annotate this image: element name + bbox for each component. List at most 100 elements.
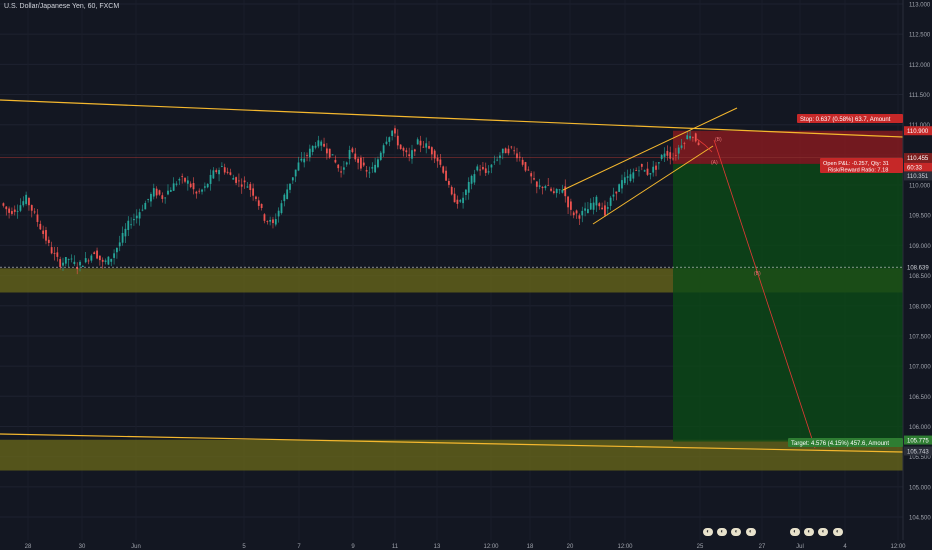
candle-body — [107, 256, 110, 265]
candle-body — [490, 164, 493, 168]
candle-body — [22, 201, 25, 206]
candle-body — [172, 183, 175, 191]
x-tick-label: 13 — [434, 544, 441, 550]
candle-body — [447, 180, 450, 185]
candle-body — [220, 166, 223, 167]
candle-body — [277, 210, 280, 217]
candle-body — [101, 259, 104, 262]
candle-body — [28, 197, 30, 206]
x-tick-label: 30 — [79, 544, 86, 550]
y-tick-label: 112.000 — [909, 63, 931, 69]
candle-body — [592, 202, 595, 210]
candle-body — [303, 158, 306, 163]
candle-body — [343, 167, 345, 170]
candle-body — [178, 179, 181, 181]
candle-body — [297, 162, 300, 171]
trade-labels: (B) (A) (B) Stop: 0.637 (0.58%) 63.7, Amoun… — [711, 114, 903, 447]
candle-body — [340, 171, 342, 173]
flag-icon[interactable]: ◐ — [789, 528, 800, 536]
candle-body — [175, 183, 178, 185]
candle-body — [666, 150, 669, 156]
candle-body — [195, 191, 198, 194]
symbol-title: U.S. Dollar/Japanese Yen, 60, FXCM — [4, 3, 120, 10]
candle-body — [255, 196, 257, 199]
candle-body — [96, 250, 98, 259]
candle-body — [533, 178, 535, 180]
candle-body — [53, 253, 56, 254]
candle-body — [374, 164, 377, 173]
candle-body — [606, 207, 609, 209]
candle-body — [578, 215, 581, 219]
candle-body — [294, 169, 297, 177]
candle-body — [150, 193, 152, 202]
candle-body — [433, 150, 436, 159]
flag-icon[interactable]: ◐ — [703, 528, 713, 536]
stop-label-bg — [797, 114, 903, 123]
candle-body — [371, 167, 374, 169]
candle-body — [90, 255, 93, 261]
flag-icon[interactable]: ◐ — [818, 528, 829, 536]
candle-body — [11, 211, 13, 214]
y-tick-label: 112.500 — [909, 33, 931, 39]
wave-label: (B) — [754, 271, 761, 277]
candle-body — [25, 194, 28, 204]
candle-body — [104, 260, 107, 262]
candle-body — [229, 172, 232, 175]
flag-icon[interactable]: ◐ — [745, 528, 756, 536]
y-tick-label: 106.500 — [909, 395, 931, 401]
y-tick-label: 104.500 — [909, 516, 931, 522]
candle-body — [232, 178, 235, 180]
candle-body — [357, 158, 359, 163]
entry-badge: 110.455 — [907, 156, 929, 162]
candle-body — [541, 186, 544, 189]
stop-badge-bg — [904, 126, 932, 136]
flag-icon[interactable]: ◐ — [717, 528, 728, 536]
candle-body — [496, 159, 499, 161]
candle-body — [215, 170, 218, 173]
candle-body — [555, 188, 558, 194]
candle-body — [484, 168, 487, 173]
flag-icon[interactable]: ◐ — [832, 528, 843, 536]
candle-body — [144, 202, 147, 210]
x-tick-label: 5 — [242, 544, 246, 550]
flag-icon[interactable]: ◐ — [804, 528, 815, 536]
flag-icon[interactable]: ◐ — [731, 528, 742, 536]
candle-body — [589, 203, 592, 210]
marker-badge: 60:33 — [907, 165, 923, 171]
wedge-upper — [562, 107, 738, 191]
candle-body — [56, 252, 59, 257]
y-tick-label: 109.500 — [909, 214, 931, 220]
candle-body — [164, 197, 167, 199]
candle-body — [286, 189, 289, 199]
candle-body — [428, 146, 430, 149]
candle-body — [618, 184, 621, 192]
candle-body — [575, 210, 578, 214]
candle-body — [672, 158, 674, 160]
candle-body — [473, 174, 476, 183]
candle-body — [476, 166, 479, 171]
candle-body — [493, 161, 496, 163]
candle-body — [362, 162, 365, 166]
candle-body — [226, 171, 229, 173]
y-tick-label: 111.000 — [909, 123, 930, 129]
candle-body — [479, 169, 482, 171]
candle-body — [686, 135, 689, 140]
y-tick-label: 106.000 — [909, 425, 931, 431]
candle-body — [680, 145, 683, 148]
candle-body — [39, 223, 42, 230]
x-tick-label: 12:00 — [483, 544, 499, 550]
candle-body — [450, 186, 453, 195]
candle-body — [632, 172, 635, 179]
y-tick-label: 107.500 — [909, 334, 931, 340]
candle-body — [50, 247, 53, 254]
rr-label: Risk/Reward Ratio: 7.18 — [828, 168, 888, 174]
candle-body — [360, 157, 362, 169]
candle-body — [581, 210, 584, 216]
candle-body — [694, 133, 697, 142]
y-tick-label: 105.500 — [909, 455, 931, 461]
target2-badge: 105.743 — [907, 449, 929, 455]
footer-icons[interactable]: ◐ ◐ ◐ ◐ ◐ ◐ ◐ ◐ — [703, 526, 845, 536]
candle-body — [124, 228, 127, 237]
